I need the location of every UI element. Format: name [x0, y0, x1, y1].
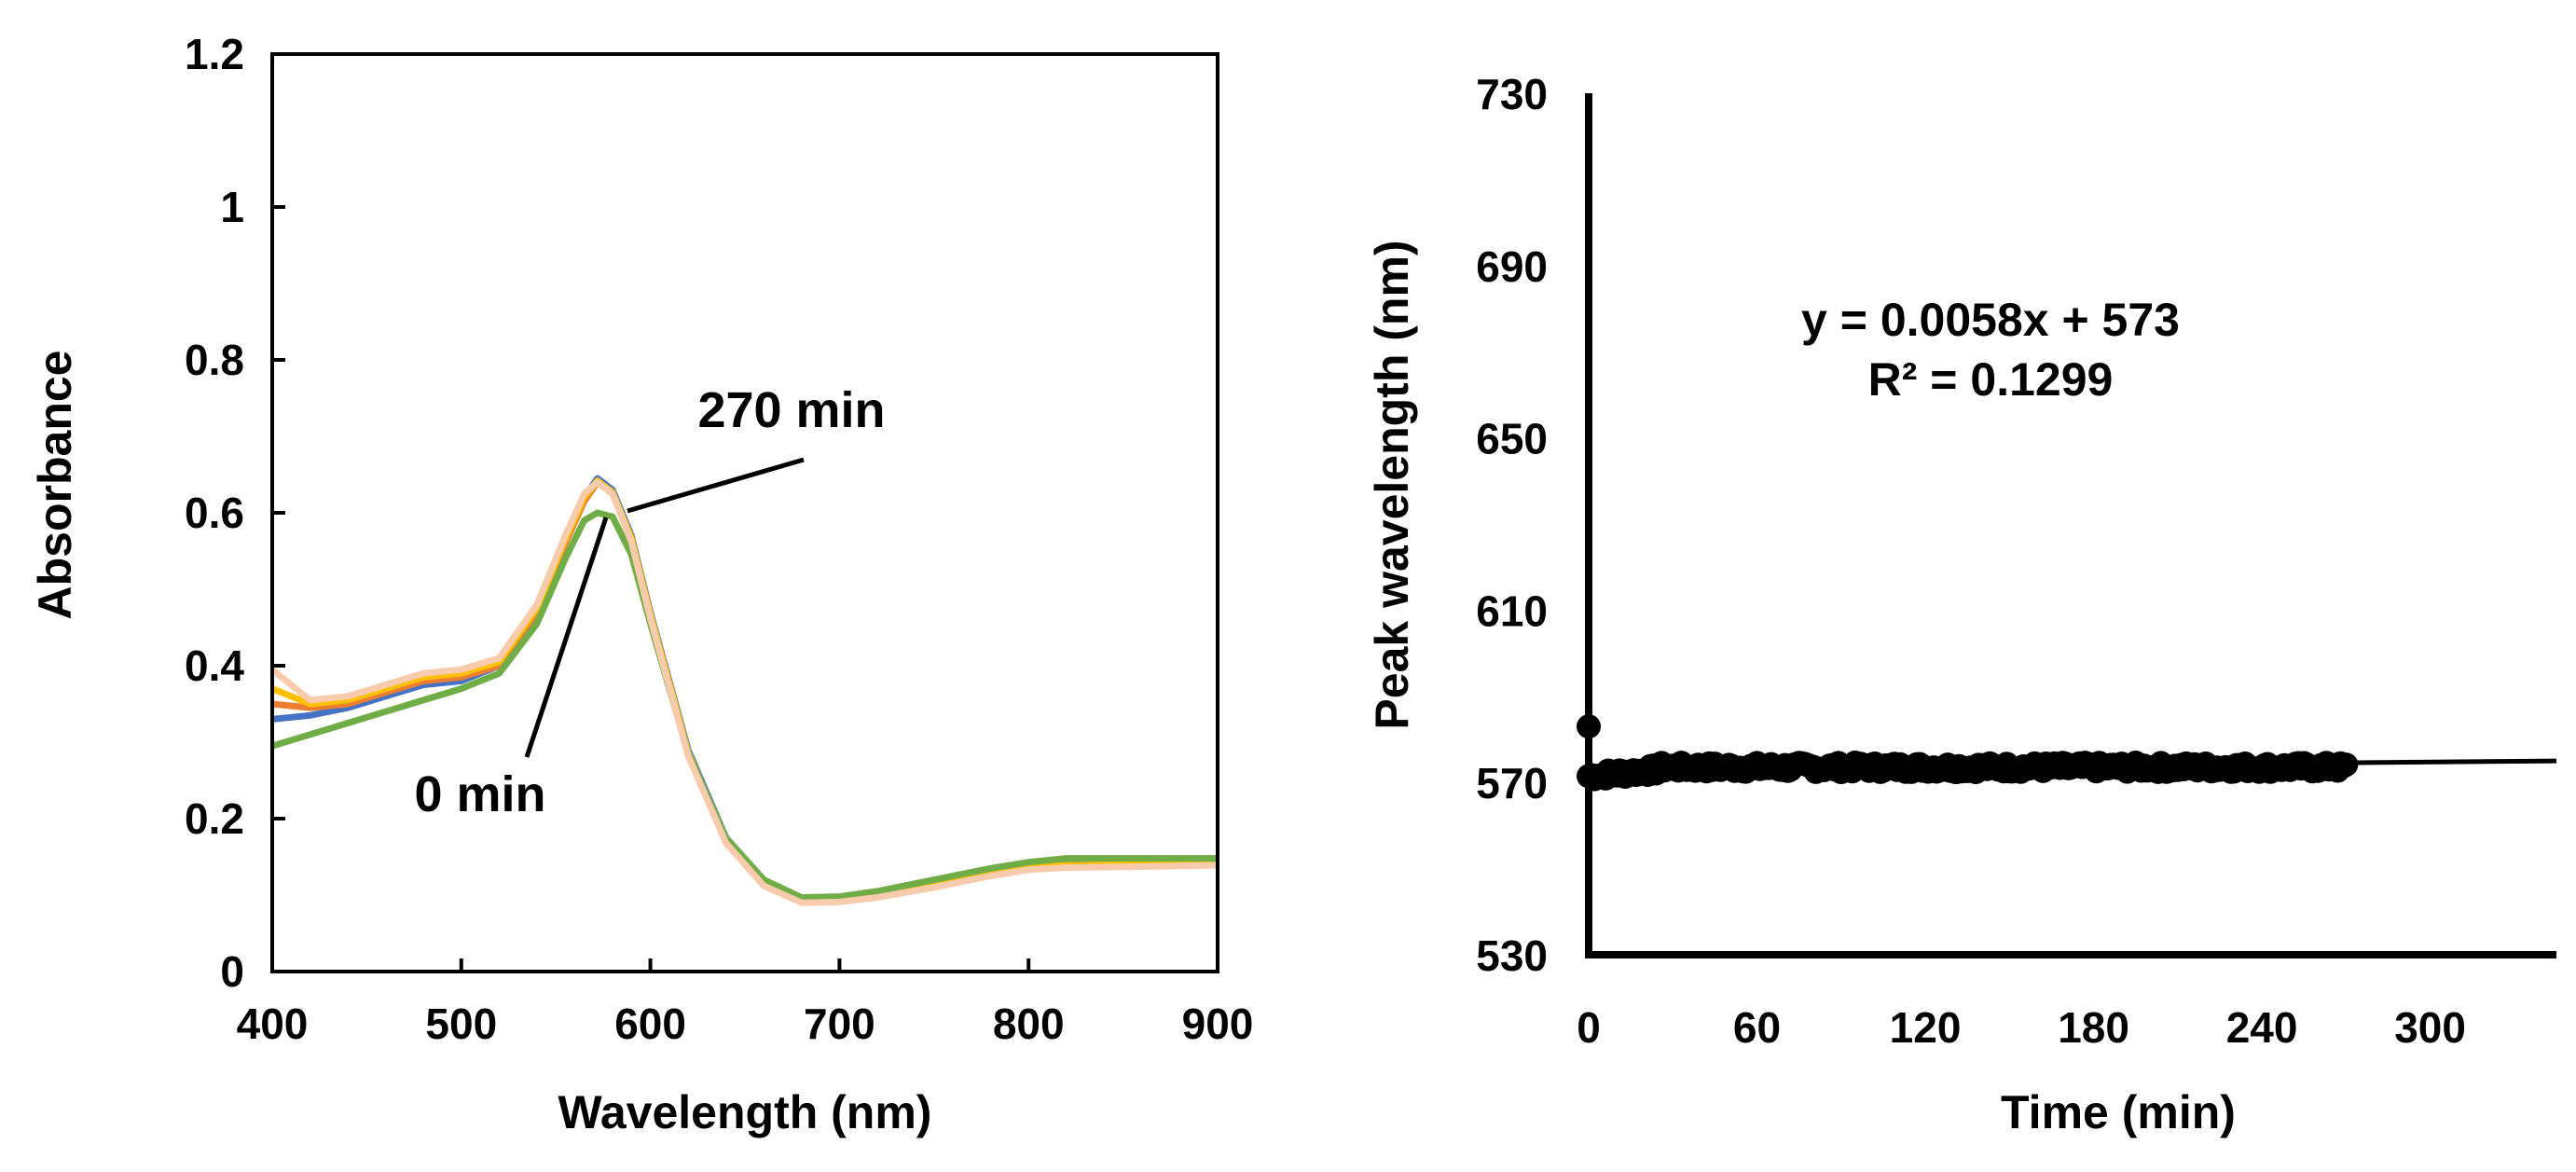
absorbance-y-axis-title: Absorbance	[29, 351, 81, 620]
peak-y-tick-label: 690	[1476, 242, 1548, 291]
absorbance-x-tick-label: 900	[1182, 1000, 1254, 1048]
peak-x-axis-title: Time (min)	[2001, 1086, 2236, 1138]
absorbance-chart: 0 0.2 0.4 0.6 0.8 1 1.2 400 500 600 700 800 900 Wav…	[29, 30, 1253, 1138]
peak-x-tick-label: 240	[2226, 1003, 2298, 1052]
absorbance-x-ticks: 400 500 600 700 800 900	[237, 958, 1254, 1048]
absorbance-x-tick-label: 700	[804, 1000, 875, 1048]
absorbance-x-tick-label: 400	[237, 1000, 309, 1048]
spectrum-lines	[269, 475, 1219, 906]
peak-wavelength-chart: 530 570 610 650 690 730 0 60 120 180 240 300 Time …	[1366, 70, 2557, 1138]
peak-y-tick-label: 570	[1476, 759, 1548, 807]
peak-y-tick-label: 650	[1476, 415, 1548, 463]
peak-y-tick-label: 530	[1476, 931, 1548, 980]
absorbance-y-tick-label: 0.6	[185, 489, 244, 537]
peak-x-tick-label: 300	[2394, 1003, 2466, 1052]
peak-x-tick-label: 0	[1577, 1003, 1601, 1052]
peak-y-axis-title: Peak wavelength (nm)	[1366, 240, 1418, 729]
absorbance-y-tick-label: 0	[220, 947, 244, 996]
peak-x-tick-label: 120	[1890, 1003, 1962, 1052]
peak-y-tick-label: 610	[1476, 586, 1548, 635]
peak-x-tick-label: 60	[1733, 1003, 1781, 1052]
spectrum-line-blue	[271, 475, 1219, 903]
annotation-0-min: 0 min	[414, 766, 545, 822]
annotation-270-min: 270 min	[697, 382, 885, 438]
peak-y-tick-label: 730	[1476, 70, 1548, 118]
peak-x-ticks: 0 60 120 180 240 300	[1577, 1003, 2466, 1052]
annotation-0-leader	[524, 517, 609, 758]
absorbance-y-tick-label: 1.2	[185, 30, 244, 78]
absorbance-plot-frame	[270, 52, 1219, 973]
absorbance-x-tick-label: 600	[614, 1000, 686, 1048]
trend-equation: y = 0.0058x + 573	[1801, 294, 2180, 346]
peak-y-ticks: 530 570 610 650 690 730	[1476, 70, 1548, 980]
absorbance-y-tick-label: 0.8	[185, 336, 244, 384]
absorbance-x-axis-title: Wavelength (nm)	[558, 1086, 932, 1138]
absorbance-y-tick-label: 0.2	[185, 794, 244, 843]
spectrum-line-green	[270, 509, 1218, 901]
absorbance-x-tick-label: 800	[993, 1000, 1065, 1048]
absorbance-y-ticks: 0 0.2 0.4 0.6 0.8 1 1.2	[185, 30, 285, 996]
trend-line	[1588, 758, 2557, 772]
peak-x-tick-label: 180	[2058, 1003, 2129, 1052]
spectrum-line-orange	[271, 478, 1219, 905]
absorbance-y-tick-label: 1	[220, 183, 244, 231]
annotation-270-leader	[627, 457, 805, 514]
peak-points	[1577, 714, 2359, 792]
spectrum-line-peach	[269, 478, 1219, 906]
absorbance-y-tick-label: 0.4	[185, 641, 244, 690]
absorbance-x-tick-label: 500	[425, 1000, 497, 1048]
trend-r-squared: R² = 0.1299	[1868, 353, 2114, 406]
